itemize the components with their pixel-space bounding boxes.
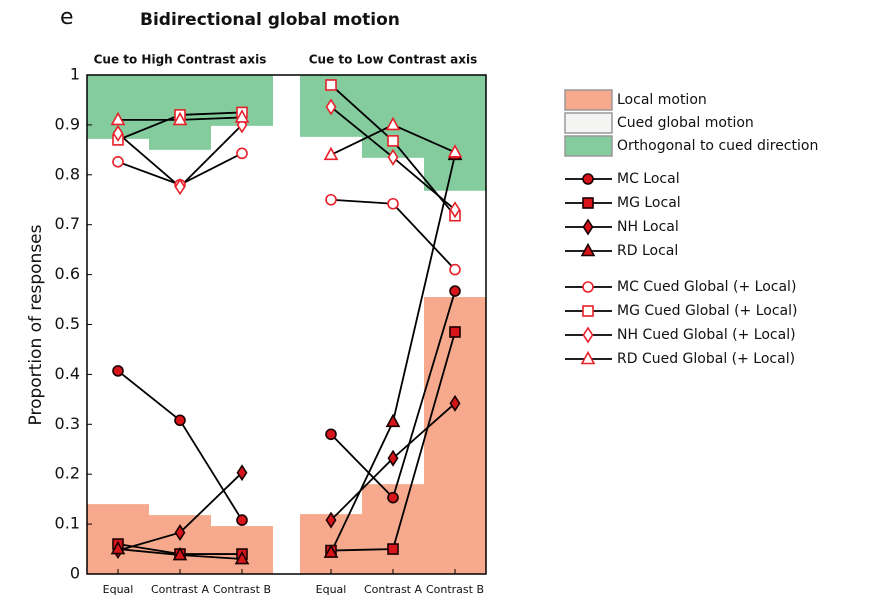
marker — [110, 540, 126, 555]
marker — [387, 491, 399, 504]
marker — [449, 394, 461, 412]
y-axis-label: Proportion of responses — [26, 224, 46, 425]
panel-title: Cue to High Contrast axis — [94, 53, 267, 67]
region-bar — [149, 515, 211, 574]
y-tick-label: 0 — [70, 564, 80, 583]
series-line — [117, 370, 243, 521]
y-tick-label: 0.9 — [55, 114, 80, 133]
marker — [447, 144, 463, 158]
y-tick-label: 1 — [70, 65, 80, 84]
marker — [582, 281, 594, 293]
legend-label: MG Cued Global (+ Local) — [617, 303, 797, 319]
marker — [172, 546, 188, 561]
y-tick-label: 0.1 — [55, 514, 80, 533]
y-tick-label: 0.5 — [55, 314, 80, 333]
marker — [387, 197, 399, 210]
legend-label: RD Cued Global (+ Local) — [617, 351, 795, 367]
legend-label: NH Local — [617, 219, 679, 235]
marker — [110, 111, 126, 126]
marker — [323, 146, 339, 161]
marker — [449, 201, 461, 219]
marker — [582, 173, 594, 185]
marker — [172, 111, 188, 126]
panel-letter: e — [60, 5, 74, 30]
x-tick-label: Contrast A — [364, 583, 422, 596]
legend-label: RD Local — [617, 243, 678, 259]
marker — [387, 135, 399, 147]
marker — [174, 414, 186, 427]
marker — [582, 305, 594, 317]
marker — [112, 365, 124, 377]
legend-label: MC Cued Global (+ Local) — [617, 279, 796, 295]
panel-title: Cue to Low Contrast axis — [309, 53, 477, 67]
marker — [449, 263, 461, 276]
marker — [582, 326, 594, 344]
legend-swatch — [564, 135, 613, 157]
x-tick-label: Contrast A — [151, 583, 209, 596]
marker — [234, 109, 250, 123]
y-tick-label: 0.2 — [55, 464, 80, 483]
marker — [236, 514, 248, 526]
legend-label: MC Local — [617, 171, 680, 187]
marker — [236, 464, 248, 482]
marker — [325, 511, 337, 529]
marker — [385, 116, 401, 131]
region-bar — [424, 75, 486, 191]
marker — [112, 156, 124, 168]
marker — [580, 350, 596, 365]
marker — [387, 148, 399, 166]
marker — [325, 98, 337, 116]
marker — [580, 242, 596, 257]
legend-swatch — [564, 89, 613, 111]
marker — [234, 550, 250, 565]
y-tick-label: 0.7 — [55, 214, 80, 233]
region-bar — [424, 297, 486, 574]
y-tick-label: 0.8 — [55, 164, 80, 183]
marker — [325, 79, 337, 91]
marker — [582, 197, 594, 209]
x-tick-label: Contrast B — [213, 583, 271, 596]
marker — [236, 147, 248, 160]
marker — [449, 285, 461, 297]
marker — [385, 413, 401, 428]
marker — [387, 543, 399, 555]
marker — [325, 428, 337, 441]
marker — [174, 524, 186, 542]
y-tick-label: 0.4 — [55, 364, 80, 383]
x-tick-label: Contrast B — [426, 583, 484, 596]
marker — [112, 124, 124, 142]
marker — [174, 178, 186, 196]
x-tick-label: Equal — [316, 583, 347, 596]
marker — [325, 193, 337, 206]
chart-title: Bidirectional global motion — [140, 10, 400, 30]
legend-label: Orthogonal to cued direction — [617, 138, 818, 154]
y-tick-label: 0.3 — [55, 414, 80, 433]
x-tick-label: Equal — [103, 583, 134, 596]
legend-label: Local motion — [617, 92, 707, 108]
marker — [387, 449, 399, 467]
y-tick-label: 0.6 — [55, 264, 80, 283]
legend-label: MG Local — [617, 195, 681, 211]
legend-label: NH Cued Global (+ Local) — [617, 327, 796, 343]
marker — [582, 218, 594, 236]
marker — [323, 544, 339, 558]
marker — [449, 326, 461, 338]
legend-label: Cued global motion — [617, 115, 754, 131]
legend-swatch — [564, 112, 613, 134]
